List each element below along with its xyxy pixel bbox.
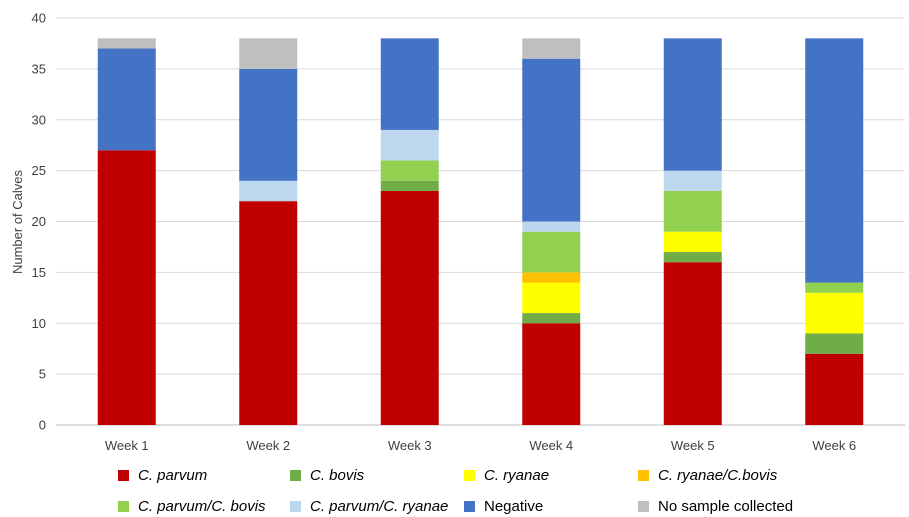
legend-item: C. ryanae [464, 467, 549, 484]
bar-segment [663, 170, 722, 191]
legend-swatch [290, 501, 301, 512]
y-tick-label: 5 [39, 367, 46, 382]
x-tick-label: Week 3 [388, 438, 432, 453]
bar-segment [97, 48, 156, 151]
bar-segment [522, 221, 581, 232]
legend-item: C. parvum/C. bovis [118, 498, 266, 515]
legend-label: C. ryanae/C.bovis [658, 467, 778, 484]
legend-item: Negative [464, 498, 543, 515]
x-tick-label: Week 1 [105, 438, 149, 453]
bar-segment [239, 68, 298, 181]
bar-segment [522, 58, 581, 222]
bar-segment [380, 38, 439, 130]
y-axis-label: Number of Calves [10, 169, 25, 274]
legend-label: C. parvum/C. bovis [138, 498, 266, 515]
bar-segment [239, 201, 298, 425]
y-tick-label: 15 [32, 265, 46, 280]
legend-swatch [290, 470, 301, 481]
x-tick-labels: Week 1 Week 2 Week 3 Week 4 Week 5 Week 6 [105, 438, 856, 453]
bar-segment [805, 292, 864, 334]
legend-label: C. ryanae [484, 467, 550, 484]
bar-segment [663, 262, 722, 425]
legend-swatch [118, 470, 129, 481]
bar-segment [663, 231, 722, 253]
legend-label: C. parvum/C. ryanae [310, 498, 449, 515]
bar-segment [97, 38, 156, 49]
legend-swatch [638, 501, 649, 512]
x-tick-label: Week 6 [812, 438, 856, 453]
bar-segment [522, 323, 581, 425]
legend-swatch [464, 501, 475, 512]
legend-label: Negative [484, 498, 544, 515]
bar-segment [805, 333, 864, 354]
bar-segment [380, 160, 439, 181]
bar-segment [522, 38, 581, 59]
bar-segment [522, 231, 581, 273]
legend-item: C. ryanae/C.bovis [638, 467, 777, 484]
bar-segment [380, 190, 439, 425]
bar-segment [805, 353, 864, 425]
y-tick-label: 10 [32, 316, 46, 331]
gridlines [56, 17, 905, 426]
x-tick-label: Week 2 [246, 438, 290, 453]
bar-segment [522, 272, 581, 283]
y-tick-labels: 0 5 10 15 20 25 30 35 40 [32, 11, 46, 433]
bar-segment [522, 282, 581, 314]
bar-segment [380, 180, 439, 191]
legend-swatch [464, 470, 475, 481]
legend-item: C. parvum/C. ryanae [290, 498, 448, 515]
legend-label: No sample collected [658, 498, 794, 515]
legend-label: C. bovis [310, 467, 365, 484]
y-tick-label: 20 [32, 214, 46, 229]
bar-segment [239, 38, 298, 69]
y-tick-label: 25 [32, 163, 46, 178]
legend-label: C. parvum [138, 467, 208, 484]
legend-swatch [638, 470, 649, 481]
bar-segment [380, 129, 439, 161]
legend-swatch [118, 501, 129, 512]
bar-segment [663, 252, 722, 263]
y-tick-label: 30 [32, 112, 46, 127]
x-tick-label: Week 5 [671, 438, 715, 453]
y-tick-label: 40 [32, 11, 46, 26]
legend-item: C. bovis [290, 467, 364, 484]
x-tick-label: Week 4 [529, 438, 573, 453]
legend-item: C. parvum [118, 467, 207, 484]
legend-item: No sample collected [638, 498, 793, 515]
bar-segment [239, 180, 298, 202]
bars [97, 38, 864, 425]
bar-segment [805, 282, 864, 293]
bar-segment [522, 313, 581, 324]
bar-segment [663, 38, 722, 171]
y-tick-label: 0 [39, 418, 46, 433]
y-tick-label: 35 [32, 61, 46, 76]
bar-segment [663, 190, 722, 232]
bar-segment [805, 38, 864, 283]
bar-segment [97, 150, 156, 425]
